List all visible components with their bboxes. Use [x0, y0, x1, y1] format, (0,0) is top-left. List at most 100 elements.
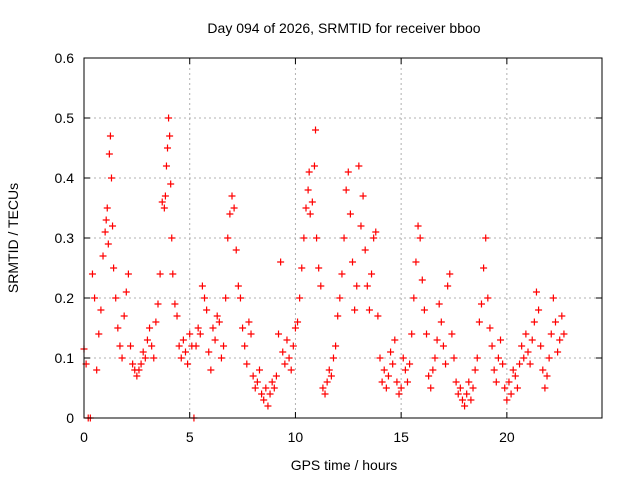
data-point: [305, 168, 313, 176]
data-point: [382, 384, 390, 392]
y-tick-label: 0.6: [55, 50, 75, 66]
data-point: [406, 360, 414, 368]
data-point: [230, 204, 238, 212]
data-point: [310, 162, 318, 170]
data-point: [384, 372, 392, 380]
data-point: [192, 342, 200, 350]
data-point: [450, 354, 458, 362]
data-point: [287, 366, 295, 374]
data-point: [217, 354, 225, 362]
data-point: [465, 378, 473, 386]
data-point: [196, 330, 204, 338]
data-point: [461, 402, 469, 410]
data-point: [361, 246, 369, 254]
data-point: [535, 306, 543, 314]
data-point: [454, 390, 462, 398]
data-point: [272, 372, 280, 380]
data-point: [164, 144, 172, 152]
data-point: [397, 384, 405, 392]
data-point: [228, 192, 236, 200]
data-point: [114, 324, 122, 332]
data-point: [494, 354, 502, 362]
x-tick-label: 5: [186, 429, 194, 445]
data-point: [93, 366, 101, 374]
data-point: [329, 354, 337, 362]
data-point: [302, 204, 310, 212]
data-point: [442, 360, 450, 368]
y-tick-label: 0.5: [55, 110, 75, 126]
data-point: [513, 384, 521, 392]
x-tick-labels: 0 5 10 15 20: [80, 429, 515, 445]
data-point: [245, 318, 253, 326]
data-point: [452, 378, 460, 386]
data-point: [488, 342, 496, 350]
data-point: [186, 330, 194, 338]
data-point: [545, 354, 553, 362]
data-point: [270, 384, 278, 392]
data-point: [304, 186, 312, 194]
data-point: [203, 306, 211, 314]
data-point: [177, 354, 185, 362]
data-point: [160, 204, 168, 212]
data-point: [102, 216, 110, 224]
data-point: [215, 318, 223, 326]
data-point: [264, 402, 272, 410]
data-point: [425, 372, 433, 380]
data-point: [296, 294, 304, 302]
y-tick-label: 0: [66, 410, 74, 426]
data-point: [319, 384, 327, 392]
data-point: [146, 324, 154, 332]
data-point: [475, 318, 483, 326]
data-point: [437, 318, 445, 326]
data-point: [467, 396, 475, 404]
data-point: [194, 324, 202, 332]
data-point: [325, 366, 333, 374]
data-point: [497, 336, 505, 344]
data-point: [168, 234, 176, 242]
data-point: [372, 228, 380, 236]
x-axis-label: GPS time / hours: [291, 457, 398, 473]
y-tick-label: 0.2: [55, 290, 75, 306]
data-point: [480, 264, 488, 272]
data-point: [387, 348, 395, 356]
data-point: [471, 366, 479, 374]
data-point: [537, 342, 545, 350]
data-point: [469, 384, 477, 392]
data-point: [351, 306, 359, 314]
data-point: [99, 252, 107, 260]
data-point: [473, 354, 481, 362]
data-point: [95, 330, 103, 338]
data-point: [281, 360, 289, 368]
data-point: [560, 330, 568, 338]
data-point: [306, 210, 314, 218]
data-point: [275, 330, 283, 338]
data-point: [253, 378, 261, 386]
data-point: [395, 390, 403, 398]
data-point: [167, 180, 175, 188]
data-point: [321, 390, 329, 398]
data-point: [139, 348, 147, 356]
data-point: [313, 234, 321, 242]
data-point: [340, 234, 348, 242]
data-point: [266, 390, 274, 398]
data-point: [327, 372, 335, 380]
data-point: [524, 348, 532, 356]
data-point: [336, 294, 344, 302]
data-point: [530, 318, 538, 326]
data-point: [370, 234, 378, 242]
data-point: [251, 384, 259, 392]
data-point: [543, 372, 551, 380]
y-tick-label: 0.3: [55, 230, 75, 246]
y-tick-label: 0.1: [55, 350, 75, 366]
axis-ticks: [83, 57, 602, 419]
data-point: [224, 234, 232, 242]
data-points: [80, 114, 568, 422]
chart-title: Day 094 of 2026, SRMTID for receiver bbo…: [207, 20, 480, 36]
data-point: [156, 270, 164, 278]
data-point: [97, 306, 105, 314]
data-point: [291, 324, 299, 332]
data-point: [412, 258, 420, 266]
data-point: [154, 300, 162, 308]
data-point: [393, 378, 401, 386]
data-point: [549, 294, 557, 302]
